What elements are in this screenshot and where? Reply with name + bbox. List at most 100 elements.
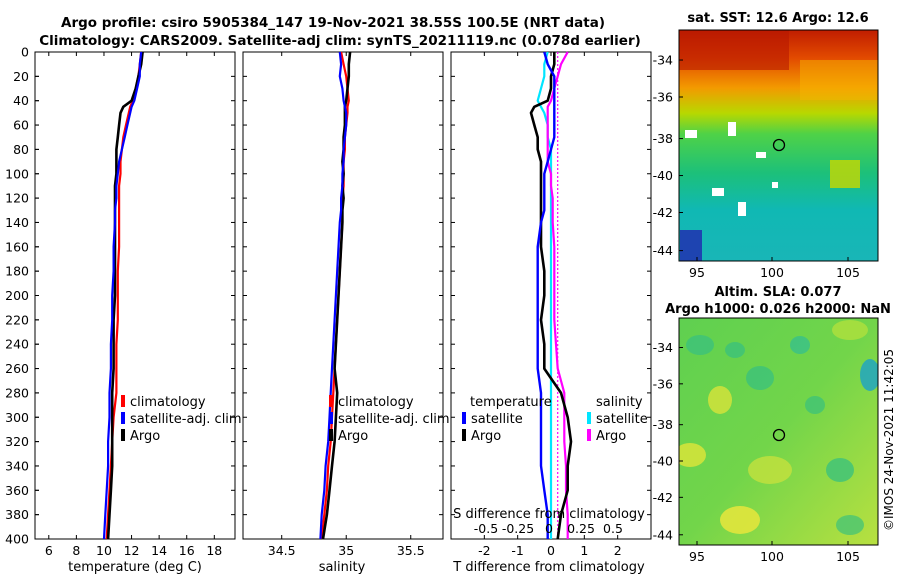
sla-argo-location-marker (772, 428, 786, 442)
x-tick-label: 18 (206, 543, 222, 558)
s-difference-axis-label: S difference from climatology (453, 507, 645, 522)
legend-label: climatology (130, 395, 206, 410)
series-line-satellite-adj-clim (102, 51, 143, 540)
legend-title-salinity: salinity (596, 395, 643, 410)
sla-blob-2 (725, 342, 745, 358)
map-x-tick-label: 105 (836, 265, 860, 280)
x-tick-label: 34.5 (268, 543, 296, 558)
temperature-xlabel: temperature (deg C) (68, 560, 202, 575)
series-line-satellite-adj-clim (319, 51, 348, 540)
map-y-tick-label: -40 (653, 454, 673, 469)
depth-tick-label: 160 (5, 239, 29, 254)
legend-label: Argo (338, 429, 368, 444)
s-difference-tick-label: -0.25 (502, 521, 534, 536)
legend-title-temperature: temperature (470, 395, 552, 410)
map-y-tick-label: -44 (653, 527, 673, 542)
sst-cloud-mask-5 (756, 152, 766, 158)
sst-cloud-mask-3 (712, 188, 724, 196)
s-difference-tick-label: -0.5 (474, 521, 498, 536)
sla-blob-3 (790, 336, 810, 354)
x-tick-label: 8 (72, 543, 80, 558)
map-y-tick-label: -36 (653, 89, 673, 104)
depth-tick-label: 200 (5, 288, 29, 303)
figure-title-line1: Argo profile: csiro 5905384_147 19-Nov-2… (61, 15, 605, 31)
depth-tick-label: 220 (5, 312, 29, 327)
imos-watermark: ©IMOS 24-Nov-2021 11:42:05 (882, 349, 896, 531)
sla-blob-6 (860, 359, 878, 391)
map-x-tick-label: 100 (760, 265, 784, 280)
x-tick-label: 2 (614, 543, 622, 558)
depth-tick-label: 340 (5, 458, 29, 473)
difference-plot: -2 -1 0 1 2 temperature satellite Argo salinity s… (451, 51, 651, 558)
depth-tick-label: 120 (5, 191, 29, 206)
sla-blob-1 (686, 335, 714, 355)
depth-tick-label: 60 (13, 118, 29, 133)
legend-label: satellite (596, 412, 648, 427)
map-x-tick-label: 95 (689, 265, 705, 280)
sst-yellow-patch (830, 160, 860, 188)
sla-map-title-line2: Argo h1000: 0.026 h2000: NaN (665, 302, 891, 317)
sla-blob-10 (826, 458, 854, 482)
x-tick-label: 35 (338, 543, 354, 558)
sst-map-title: sat. SST: 12.6 Argo: 12.6 (687, 11, 868, 26)
depth-tick-label: 300 (5, 410, 29, 425)
sst-map-frame (678, 29, 879, 262)
depth-tick-label: 100 (5, 166, 29, 181)
map-x-tick-label: 95 (689, 549, 705, 564)
legend-label: Argo (596, 429, 626, 444)
map-y-tick-label: -42 (653, 205, 673, 220)
sla-blob-13 (805, 396, 825, 414)
series-line-temperature-argo (529, 52, 573, 540)
x-tick-label: 12 (124, 543, 140, 558)
legend-label: Argo (471, 429, 501, 444)
s-difference-ticks: -0.5 -0.25 0 0.25 0.5 (474, 521, 623, 536)
x-tick-label: 6 (45, 543, 53, 558)
difference-xlabel: T difference from climatology (452, 560, 645, 575)
legend-label: satellite-adj. clim (338, 412, 450, 427)
x-tick-label: 0 (547, 543, 555, 558)
x-tick-label: 35.5 (397, 543, 425, 558)
depth-tick-label: 380 (5, 507, 29, 522)
map-x-tick-label: 105 (836, 549, 860, 564)
sst-warm-patch (679, 30, 789, 70)
sst-mid-patch (800, 60, 878, 100)
x-tick-label: -1 (511, 543, 523, 558)
legend-label: climatology (338, 395, 414, 410)
salinity-axes (242, 51, 444, 540)
x-tick-label: 14 (151, 543, 167, 558)
sla-blob-4 (832, 320, 868, 340)
depth-tick-label: 320 (5, 434, 29, 449)
sst-argo-location-marker (772, 138, 786, 152)
sst-map (679, 30, 878, 261)
depth-tick-label: 280 (5, 385, 29, 400)
s-difference-tick-label: 0.25 (567, 521, 595, 536)
sla-blob-7 (708, 386, 732, 414)
sla-blob-5 (746, 366, 774, 390)
sla-map-frame (678, 317, 879, 546)
x-tick-label: 1 (580, 543, 588, 558)
depth-tick-label: 180 (5, 264, 29, 279)
figure-title-line2: Climatology: CARS2009. Satellite-adj cli… (39, 33, 641, 49)
sla-field (679, 318, 878, 545)
sst-map-ticks: -34 -36 -38 -40 -42 -44 95 100 105 (653, 53, 860, 280)
map-y-tick-label: -40 (653, 168, 673, 183)
x-tick-label: 10 (96, 543, 112, 558)
sst-cloud-mask-2 (685, 130, 697, 138)
s-difference-tick-label: 0 (545, 521, 553, 536)
sst-cloud-mask-1 (728, 122, 736, 136)
temperature-axes (34, 51, 236, 540)
salinity-plot: 34.5 35 35.5 climatology satellite-adj. clim… (243, 51, 450, 558)
sla-blob-9 (748, 456, 792, 484)
map-y-tick-label: -34 (653, 53, 673, 68)
depth-tick-label: 400 (5, 532, 29, 547)
x-tick-label: -2 (478, 543, 490, 558)
sst-cloud-mask-4 (738, 202, 746, 216)
map-y-tick-label: -36 (653, 376, 673, 391)
sst-cool-patch (680, 230, 702, 261)
sst-cloud-mask-6 (772, 182, 778, 188)
sla-map (679, 318, 878, 545)
sla-map-ticks: -34 -36 -38 -40 -42 -44 95 100 105 (653, 340, 860, 564)
map-y-tick-label: -44 (653, 243, 673, 258)
s-difference-tick-label: 0.5 (603, 521, 623, 536)
